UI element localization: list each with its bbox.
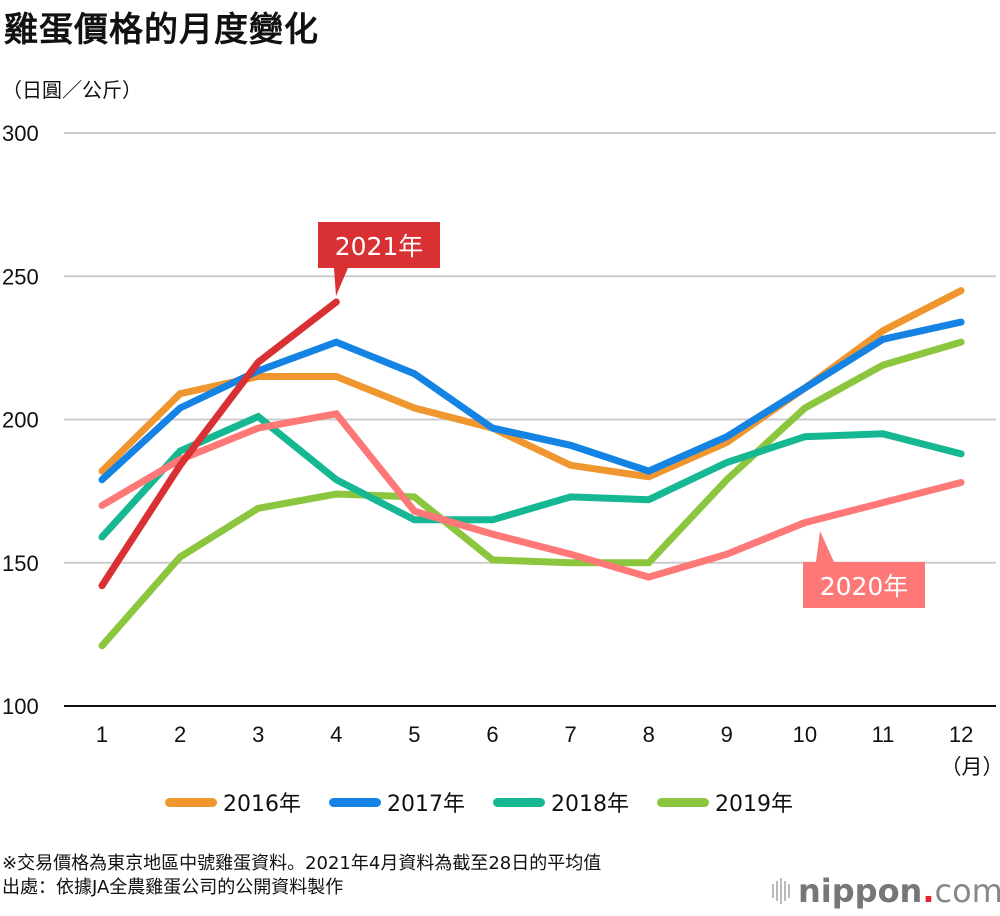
series-line-2018: [98, 412, 965, 541]
series-line-2019: [98, 338, 965, 650]
legend-label: 2016年: [223, 792, 301, 817]
series-lines: [98, 287, 965, 650]
legend-swatch: [657, 797, 709, 807]
callout-label: 2020年: [820, 572, 909, 601]
footnote: ※交易價格為東京地區中號雞蛋資料。2021年4月資料為截至28日的平均值: [2, 853, 602, 874]
x-tick-label: 11: [872, 722, 895, 747]
callout-label: 2021年: [335, 232, 424, 261]
logo-bars-icon: [772, 878, 790, 904]
y-tick-label: 300: [2, 121, 39, 146]
y-axis-unit-label: （日圓／公斤）: [2, 78, 142, 102]
x-tick-label: 1: [96, 722, 108, 747]
series-line-2021: [98, 298, 340, 590]
x-axis-ticks: 1 2 3 4 5 6 7 8 9 10 11 12（月）: [96, 722, 1000, 779]
y-tick-label: 200: [2, 408, 39, 433]
y-tick-label: 100: [2, 694, 39, 719]
legend-swatch: [493, 797, 545, 807]
x-tick-label: 10: [793, 722, 817, 747]
x-tick-label: 8: [643, 722, 655, 747]
callout-box: [318, 222, 440, 268]
series-line-2020: [98, 409, 965, 581]
gridlines: [64, 132, 996, 707]
legend-item: 2017年: [329, 786, 465, 818]
x-tick-label: 5: [408, 722, 420, 747]
x-tick-label: 9: [721, 722, 733, 747]
legend-item: 2016年: [165, 786, 301, 818]
callout-pointer: [816, 531, 834, 562]
logo-name: nippon: [798, 872, 923, 910]
legend-item: 2019年: [657, 786, 793, 818]
callouts: 2021年 2020年: [318, 222, 925, 608]
x-tick-label: 12: [949, 722, 973, 747]
footer-notes: ※交易價格為東京地區中號雞蛋資料。2021年4月資料為截至28日的平均值 出處：…: [2, 852, 601, 900]
logo-suffix: com: [934, 872, 1000, 910]
y-tick-label: 250: [2, 264, 39, 289]
logo-dot: .: [922, 872, 935, 910]
chart-title: 雞蛋價格的月度變化: [4, 10, 319, 50]
x-tick-label: 6: [486, 722, 498, 747]
callout-2020: 2020年: [803, 531, 925, 608]
y-tick-label: 150: [2, 551, 39, 576]
legend-item: 2018年: [493, 786, 629, 818]
legend-label: 2019年: [715, 792, 793, 817]
legend-swatch: [329, 797, 381, 807]
legend-swatch: [165, 797, 217, 807]
y-axis-ticks: 100 150 200 250 300: [2, 121, 39, 719]
callout-pointer: [334, 268, 348, 296]
x-axis-unit-label: （月）: [941, 755, 1000, 779]
x-tick-label: 7: [564, 722, 576, 747]
nippon-logo: nippon. com: [772, 872, 1000, 910]
legend: 2016年 2017年 2018年 2019年: [165, 786, 821, 818]
x-tick-label: 3: [252, 722, 264, 747]
legend-label: 2018年: [551, 792, 629, 817]
x-tick-label: 4: [330, 722, 342, 747]
callout-box: [803, 562, 925, 608]
source-note: 出處：依據JA全農雞蛋公司的公開資料製作: [2, 877, 344, 898]
legend-label: 2017年: [387, 792, 465, 817]
x-tick-label: 2: [174, 722, 186, 747]
callout-2021: 2021年: [318, 222, 440, 296]
